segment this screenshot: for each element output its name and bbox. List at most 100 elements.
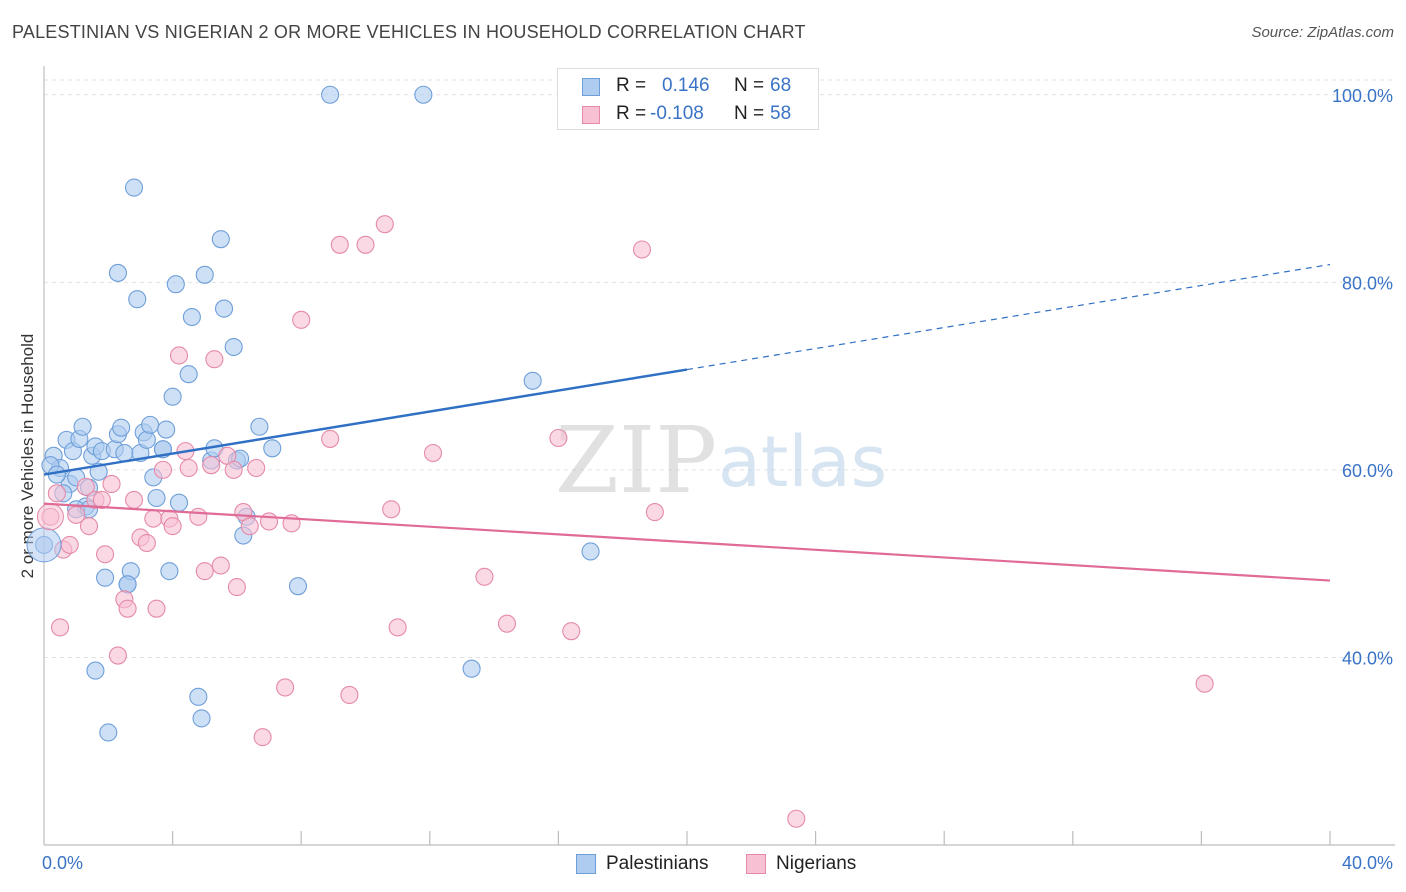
nigerians-point — [118, 599, 137, 618]
nigerians-point — [645, 503, 664, 522]
n-label: N = — [734, 103, 765, 124]
axes — [43, 66, 1395, 846]
palestinians-point — [99, 723, 118, 742]
palestinians-point — [224, 337, 243, 357]
palestinians-swatch — [582, 78, 600, 96]
palestinians-point — [118, 575, 137, 594]
legend-label: Nigerians — [776, 853, 857, 874]
palestinians-point — [128, 290, 147, 309]
palestinians-point — [192, 709, 211, 728]
nigerians-point — [247, 458, 266, 478]
nigerians-point — [153, 460, 173, 479]
nigerians-point — [253, 728, 272, 747]
nigerians-point — [189, 507, 208, 526]
nigerians-point — [787, 809, 806, 828]
palestinians-point — [137, 430, 156, 449]
nigerians-point — [632, 240, 652, 259]
r-label: R = — [616, 103, 647, 124]
nigerians-point — [211, 556, 230, 575]
grid — [44, 79, 1395, 658]
palestinians-point — [182, 307, 201, 327]
n-value: 68 — [770, 75, 792, 96]
r-value: 0.146 — [662, 75, 710, 96]
nigerians-point — [124, 490, 144, 509]
palestinians-point — [214, 299, 234, 318]
palestinians-point — [96, 568, 115, 587]
nigerians-point — [144, 509, 163, 528]
palestinians-point — [86, 661, 105, 680]
source-label: Source: ZipAtlas.com — [1251, 24, 1394, 41]
nigerians-point — [375, 215, 394, 234]
nigerians-point — [330, 235, 349, 254]
palestinians-point — [263, 439, 282, 458]
nigerians-point — [108, 646, 127, 665]
palestinians-point — [189, 687, 208, 706]
nigerians-point — [51, 618, 70, 637]
nigerians-point — [47, 484, 66, 503]
nigerians-point — [497, 614, 517, 633]
palestinians-point — [195, 265, 214, 284]
palestinians-point — [462, 659, 481, 678]
nigerians-point — [475, 567, 494, 586]
palestinians-point — [124, 178, 144, 197]
nigerians-point — [163, 517, 182, 536]
chart-title: PALESTINIAN VS NIGERIAN 2 OR MORE VEHICL… — [12, 22, 806, 42]
y-tick-label: 80.0% — [1342, 273, 1393, 293]
n-label: N = — [734, 75, 765, 96]
n-value: 58 — [770, 103, 792, 124]
nigerians-point — [224, 460, 243, 479]
nigerians-point-cluster — [36, 503, 64, 531]
nigerians-point — [340, 685, 359, 705]
stats-box: R = 0.146 N = 68 R = -0.108 N = 58 — [557, 68, 819, 130]
palestinians-point — [211, 230, 230, 249]
palestinians-point — [523, 371, 542, 390]
nigerians-legend-swatch — [746, 854, 766, 874]
nigerians-point — [137, 533, 156, 553]
palestinians-point — [163, 387, 182, 406]
nigerians-point — [76, 477, 95, 496]
palestinians-trend-line — [43, 368, 688, 476]
palestinians-point — [250, 417, 269, 436]
nigerians-trend-line — [43, 502, 1331, 582]
nigerians-point — [259, 512, 279, 531]
nigerians-point — [79, 517, 99, 536]
y-tick-label: 100.0% — [1332, 86, 1393, 106]
nigerians-point — [227, 578, 246, 597]
nigerians-point — [382, 500, 401, 519]
palestinians-point — [115, 443, 134, 463]
nigerians-point — [356, 235, 375, 254]
palestinians-point — [141, 415, 160, 434]
nigerians-point — [321, 429, 340, 448]
palestinians-trend-extension — [686, 263, 1331, 371]
palestinians-point-cluster — [26, 527, 62, 563]
palestinians-legend-swatch — [576, 854, 596, 874]
nigerians-point — [202, 456, 221, 475]
watermark-zip: ZIP — [555, 407, 717, 514]
palestinians-point — [108, 263, 127, 282]
nigerians-point — [562, 622, 581, 641]
nigerians-point — [169, 346, 189, 365]
palestinians-point — [166, 275, 185, 294]
nigerians-point — [205, 350, 224, 369]
palestinians-point — [169, 493, 189, 512]
x-tick-label-max: 40.0% — [1342, 853, 1393, 873]
watermark-atlas: atlas — [718, 421, 887, 503]
nigerians-point — [549, 428, 568, 448]
nigerians-point — [147, 599, 166, 618]
nigerians-point — [179, 458, 198, 478]
nigerians-swatch — [582, 106, 600, 124]
legend-label: Palestinians — [606, 853, 709, 874]
trend-lines — [43, 263, 1331, 582]
nigerians-point — [240, 517, 259, 536]
palestinians-point — [581, 542, 600, 561]
y-tick-label: 40.0% — [1342, 648, 1393, 668]
nigerians-point — [92, 490, 111, 509]
palestinians-point — [288, 577, 308, 596]
y-tick-label: 60.0% — [1342, 461, 1393, 481]
palestinians-point — [73, 417, 92, 436]
palestinians-point — [414, 85, 433, 104]
nigerians-point — [423, 443, 443, 463]
palestinians-point — [157, 420, 176, 439]
nigerians-point — [1195, 674, 1214, 693]
